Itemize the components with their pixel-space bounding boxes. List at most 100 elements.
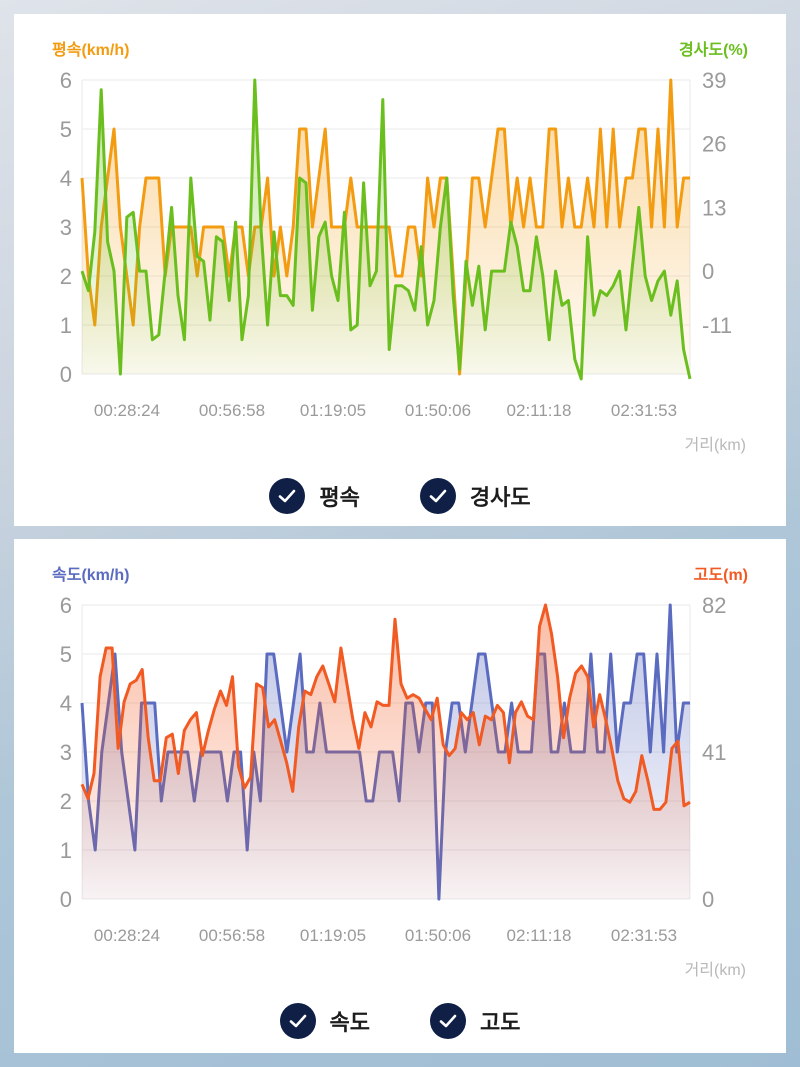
data-point — [503, 128, 505, 130]
check-icon — [269, 478, 306, 514]
data-point — [81, 783, 83, 785]
data-point — [356, 226, 358, 228]
data-point — [669, 604, 671, 606]
data-point — [420, 245, 422, 247]
legend-label: 속도 — [329, 1010, 370, 1035]
data-point — [346, 683, 348, 685]
data-point — [113, 128, 115, 130]
legend-toggle-grade[interactable]: 경사도 — [419, 478, 531, 514]
data-point — [241, 339, 243, 341]
data-point — [141, 668, 143, 670]
data-point — [153, 780, 155, 782]
data-point — [202, 226, 204, 228]
speed-altitude-chart-card: 0 1 2 3 4 5 6 0 41 82 00:28:24 00:56:58 01:19:05 01:5… — [14, 539, 786, 1053]
data-point — [119, 373, 121, 375]
data-point — [394, 275, 396, 277]
data-point — [426, 177, 428, 179]
y-tick-label: 3 — [60, 215, 72, 240]
legend-label: 고도 — [480, 1010, 521, 1035]
x-tick-label: 02:11:18 — [507, 401, 572, 420]
data-point — [138, 270, 140, 272]
data-point — [106, 177, 108, 179]
data-point — [237, 765, 239, 767]
data-point — [158, 334, 160, 336]
data-point — [138, 226, 140, 228]
data-point — [618, 270, 620, 272]
data-point — [190, 177, 192, 179]
data-point — [286, 762, 288, 764]
data-point — [663, 226, 665, 228]
data-point — [406, 697, 408, 699]
data-point — [382, 704, 384, 706]
data-point — [676, 280, 678, 282]
data-point — [538, 625, 540, 627]
data-point — [606, 226, 608, 228]
legend-toggle-altitude[interactable]: 고도 — [430, 1003, 520, 1039]
data-point — [472, 711, 474, 713]
chart-legend: 속도 고도 — [14, 1001, 786, 1041]
data-point — [286, 751, 288, 753]
data-point — [87, 290, 89, 292]
data-point — [643, 653, 645, 655]
legend-toggle-speed[interactable]: 속도 — [279, 1003, 370, 1039]
data-point — [407, 226, 409, 228]
data-point — [350, 329, 352, 331]
data-point — [689, 801, 691, 803]
data-point — [158, 177, 160, 179]
data-point — [400, 683, 402, 685]
data-point — [299, 653, 301, 655]
data-point — [215, 226, 217, 228]
data-point — [471, 177, 473, 179]
data-point — [599, 693, 601, 695]
data-point — [510, 221, 512, 223]
data-point — [401, 285, 403, 287]
data-point — [617, 780, 619, 782]
data-point — [322, 665, 324, 667]
right-axis-title: 고도(m) — [693, 567, 748, 584]
data-point — [448, 754, 450, 756]
data-point — [593, 726, 595, 728]
data-point — [99, 676, 101, 678]
data-point — [113, 270, 115, 272]
y-tick-label: 0 — [60, 362, 72, 387]
data-point — [298, 177, 300, 179]
data-point — [189, 719, 191, 721]
check-icon — [430, 1003, 466, 1039]
y-right-tick-label: 82 — [702, 593, 726, 618]
left-axis-title: 속도(km/h) — [52, 567, 130, 584]
data-point — [280, 740, 282, 742]
data-point — [644, 128, 646, 130]
data-point — [129, 683, 131, 685]
data-point — [324, 221, 326, 223]
data-point — [478, 744, 480, 746]
y-tick-label: 0 — [60, 887, 72, 912]
data-point — [183, 226, 185, 228]
data-point — [207, 729, 209, 731]
data-point — [442, 744, 444, 746]
data-point — [328, 683, 330, 685]
data-point — [647, 780, 649, 782]
data-point — [279, 702, 281, 704]
data-point — [105, 647, 107, 649]
data-point — [649, 751, 651, 753]
data-point — [548, 339, 550, 341]
y-right-tick-label: -11 — [702, 313, 732, 338]
data-point — [466, 719, 468, 721]
data-point — [567, 299, 569, 301]
data-point — [618, 226, 620, 228]
left-axis-title: 평속(km/h) — [52, 42, 130, 59]
data-point — [554, 128, 556, 130]
data-point — [304, 690, 306, 692]
data-point — [574, 672, 576, 674]
y-tick-label: 4 — [60, 691, 72, 716]
y-tick-label: 3 — [60, 740, 72, 765]
y-right-tick-label: 39 — [702, 68, 726, 93]
data-point — [382, 98, 384, 100]
legend-toggle-pace[interactable]: 평속 — [269, 478, 360, 514]
series-line-secondary — [80, 603, 691, 811]
data-point — [689, 702, 691, 704]
y-tick-label: 2 — [60, 264, 72, 289]
data-point — [231, 676, 233, 678]
data-point — [81, 702, 83, 704]
data-point — [580, 665, 582, 667]
